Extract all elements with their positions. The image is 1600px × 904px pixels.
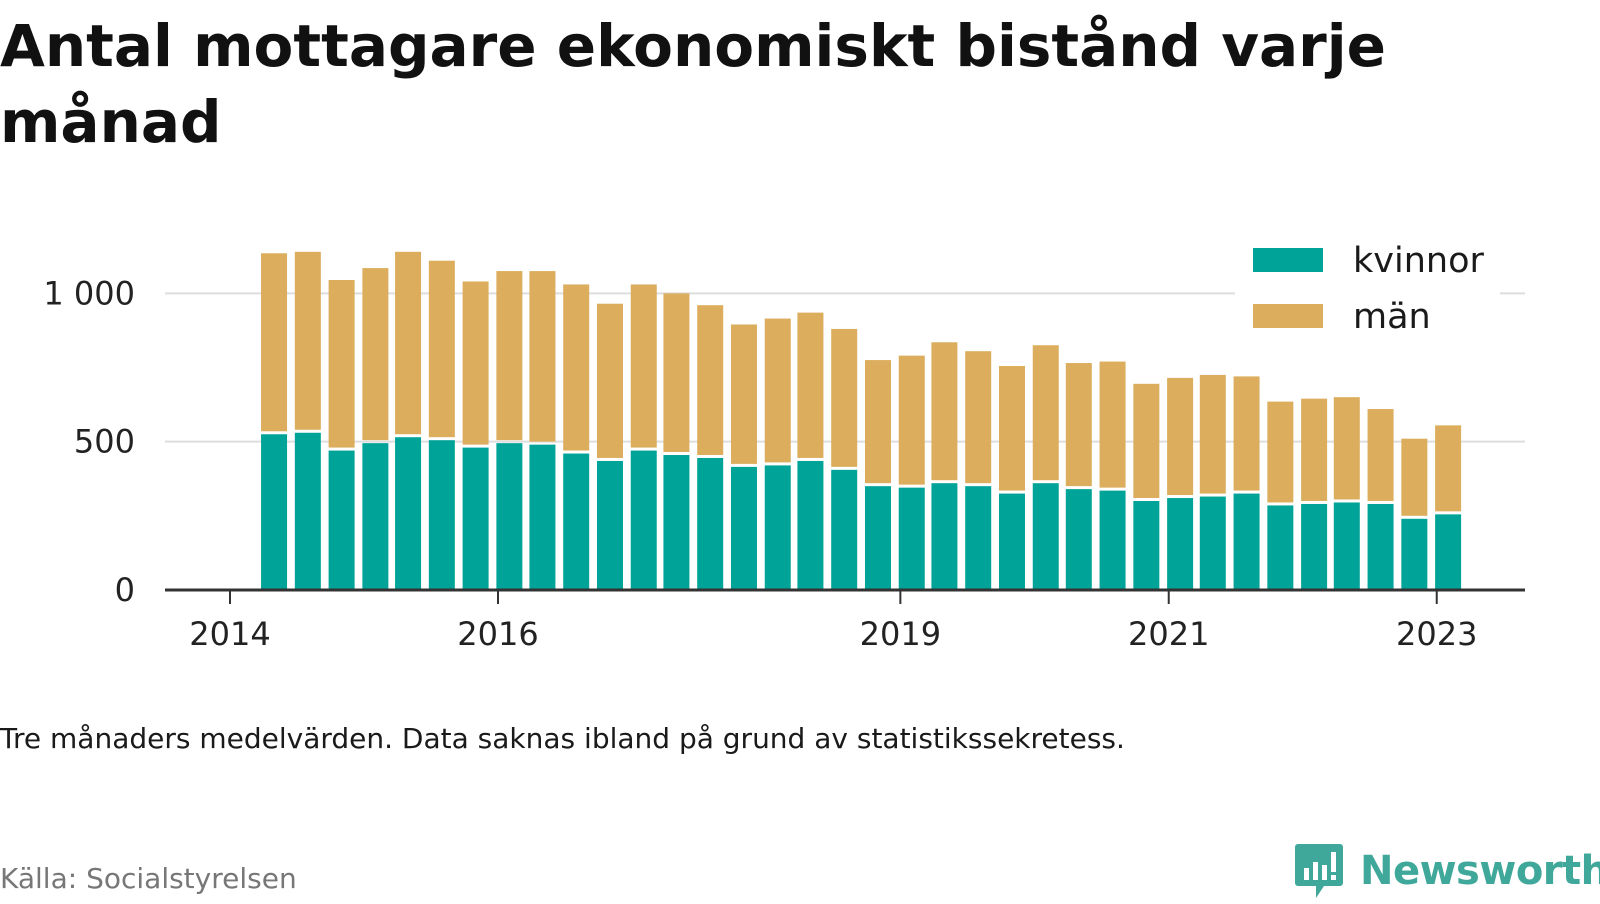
- bar-man: [294, 251, 321, 430]
- bar-kvinnor: [1301, 503, 1328, 590]
- bar-kvinnor: [1199, 496, 1226, 590]
- bar-kvinnor: [462, 447, 489, 590]
- newsworthy-logo-icon: [1294, 842, 1344, 900]
- bar-man: [764, 318, 791, 463]
- chart-note: Tre månaders medelvärden. Data saknas ib…: [0, 722, 1125, 755]
- x-tick-label: 2023: [1396, 615, 1477, 653]
- bar-kvinnor: [496, 443, 523, 590]
- legend-label: män: [1353, 297, 1431, 337]
- legend-label: kvinnor: [1353, 241, 1484, 281]
- x-tick-label: 2014: [189, 615, 270, 653]
- bar-man: [563, 284, 590, 451]
- bar-kvinnor: [898, 487, 925, 590]
- bar-kvinnor: [1133, 501, 1160, 590]
- bar-kvinnor: [663, 455, 690, 590]
- legend: kvinnor män: [1235, 232, 1500, 352]
- bar-man: [261, 253, 288, 432]
- bar-kvinnor: [1401, 518, 1428, 590]
- bar-man: [1199, 374, 1226, 494]
- bar-kvinnor: [261, 434, 288, 590]
- bar-kvinnor: [630, 450, 657, 590]
- bar-man: [931, 342, 958, 481]
- bar-man: [362, 268, 389, 441]
- bar-man: [328, 279, 355, 448]
- bar-kvinnor: [864, 486, 891, 590]
- bar-kvinnor: [998, 493, 1025, 590]
- bar-kvinnor: [529, 444, 556, 590]
- bar-man: [1032, 345, 1059, 481]
- chart: kvinnor män 2014 2016 2019 2021 2023 0 500 1 00…: [43, 232, 1525, 653]
- bar-kvinnor: [1099, 490, 1126, 590]
- bars: [261, 251, 1462, 590]
- bar-kvinnor: [596, 460, 623, 590]
- bar-man: [663, 293, 690, 453]
- y-tick-label: 0: [115, 571, 135, 609]
- bar-man: [1267, 401, 1294, 503]
- bar-man: [1301, 398, 1328, 501]
- bar-kvinnor: [328, 450, 355, 590]
- brand-name: Newsworthy: [1360, 848, 1600, 894]
- bar-man: [1333, 397, 1360, 500]
- bar-kvinnor: [428, 440, 455, 590]
- bar-man: [462, 281, 489, 445]
- bar-man: [797, 312, 824, 458]
- bar-kvinnor: [1233, 493, 1260, 590]
- bar-kvinnor: [1435, 514, 1462, 590]
- bar-kvinnor: [1032, 483, 1059, 590]
- y-axis-ticks: 0 500 1 000: [43, 274, 135, 609]
- bar-man: [1167, 377, 1194, 496]
- y-tick-label: 500: [74, 423, 135, 461]
- bar-man: [965, 351, 992, 484]
- x-tick-label: 2021: [1128, 615, 1209, 653]
- bar-man: [1133, 383, 1160, 498]
- bar-man: [1233, 376, 1260, 491]
- bar-kvinnor: [797, 460, 824, 590]
- bar-man: [529, 271, 556, 442]
- bar-kvinnor: [1333, 502, 1360, 590]
- bar-kvinnor: [563, 453, 590, 590]
- bar-man: [1065, 363, 1092, 487]
- bar-man: [596, 303, 623, 458]
- x-tick-label: 2016: [457, 615, 538, 653]
- bar-man: [496, 271, 523, 441]
- y-tick-label: 1 000: [43, 274, 135, 312]
- bar-kvinnor: [730, 466, 757, 590]
- bar-kvinnor: [1065, 489, 1092, 590]
- bar-kvinnor: [1267, 505, 1294, 590]
- chart-title: Antal mottagare ekonomiskt bistånd varje…: [0, 12, 1386, 156]
- bar-man: [730, 324, 757, 464]
- bar-man: [697, 305, 724, 455]
- bar-man: [831, 328, 858, 467]
- bar-kvinnor: [1167, 498, 1194, 590]
- legend-swatch: [1253, 248, 1323, 272]
- bar-kvinnor: [395, 437, 422, 590]
- bar-man: [395, 251, 422, 435]
- bar-kvinnor: [831, 469, 858, 590]
- x-axis-ticks: 2014 2016 2019 2021 2023: [189, 590, 1477, 653]
- bar-man: [1435, 425, 1462, 512]
- bar-man: [864, 360, 891, 484]
- bar-man: [428, 260, 455, 438]
- bar-kvinnor: [697, 457, 724, 590]
- bar-man: [1099, 361, 1126, 488]
- bar-kvinnor: [764, 465, 791, 590]
- bar-kvinnor: [965, 486, 992, 590]
- bar-man: [1401, 438, 1428, 516]
- bar-man: [1367, 409, 1394, 501]
- bar-kvinnor: [1367, 503, 1394, 590]
- legend-swatch: [1253, 304, 1323, 328]
- x-tick-label: 2019: [860, 615, 941, 653]
- bar-man: [898, 355, 925, 485]
- bar-man: [630, 284, 657, 448]
- bar-kvinnor: [362, 443, 389, 590]
- bar-kvinnor: [294, 432, 321, 590]
- source-label: Källa: Socialstyrelsen: [0, 862, 297, 895]
- brand-logo[interactable]: Newsworthy: [1294, 842, 1600, 900]
- bar-man: [998, 366, 1025, 491]
- bar-kvinnor: [931, 483, 958, 590]
